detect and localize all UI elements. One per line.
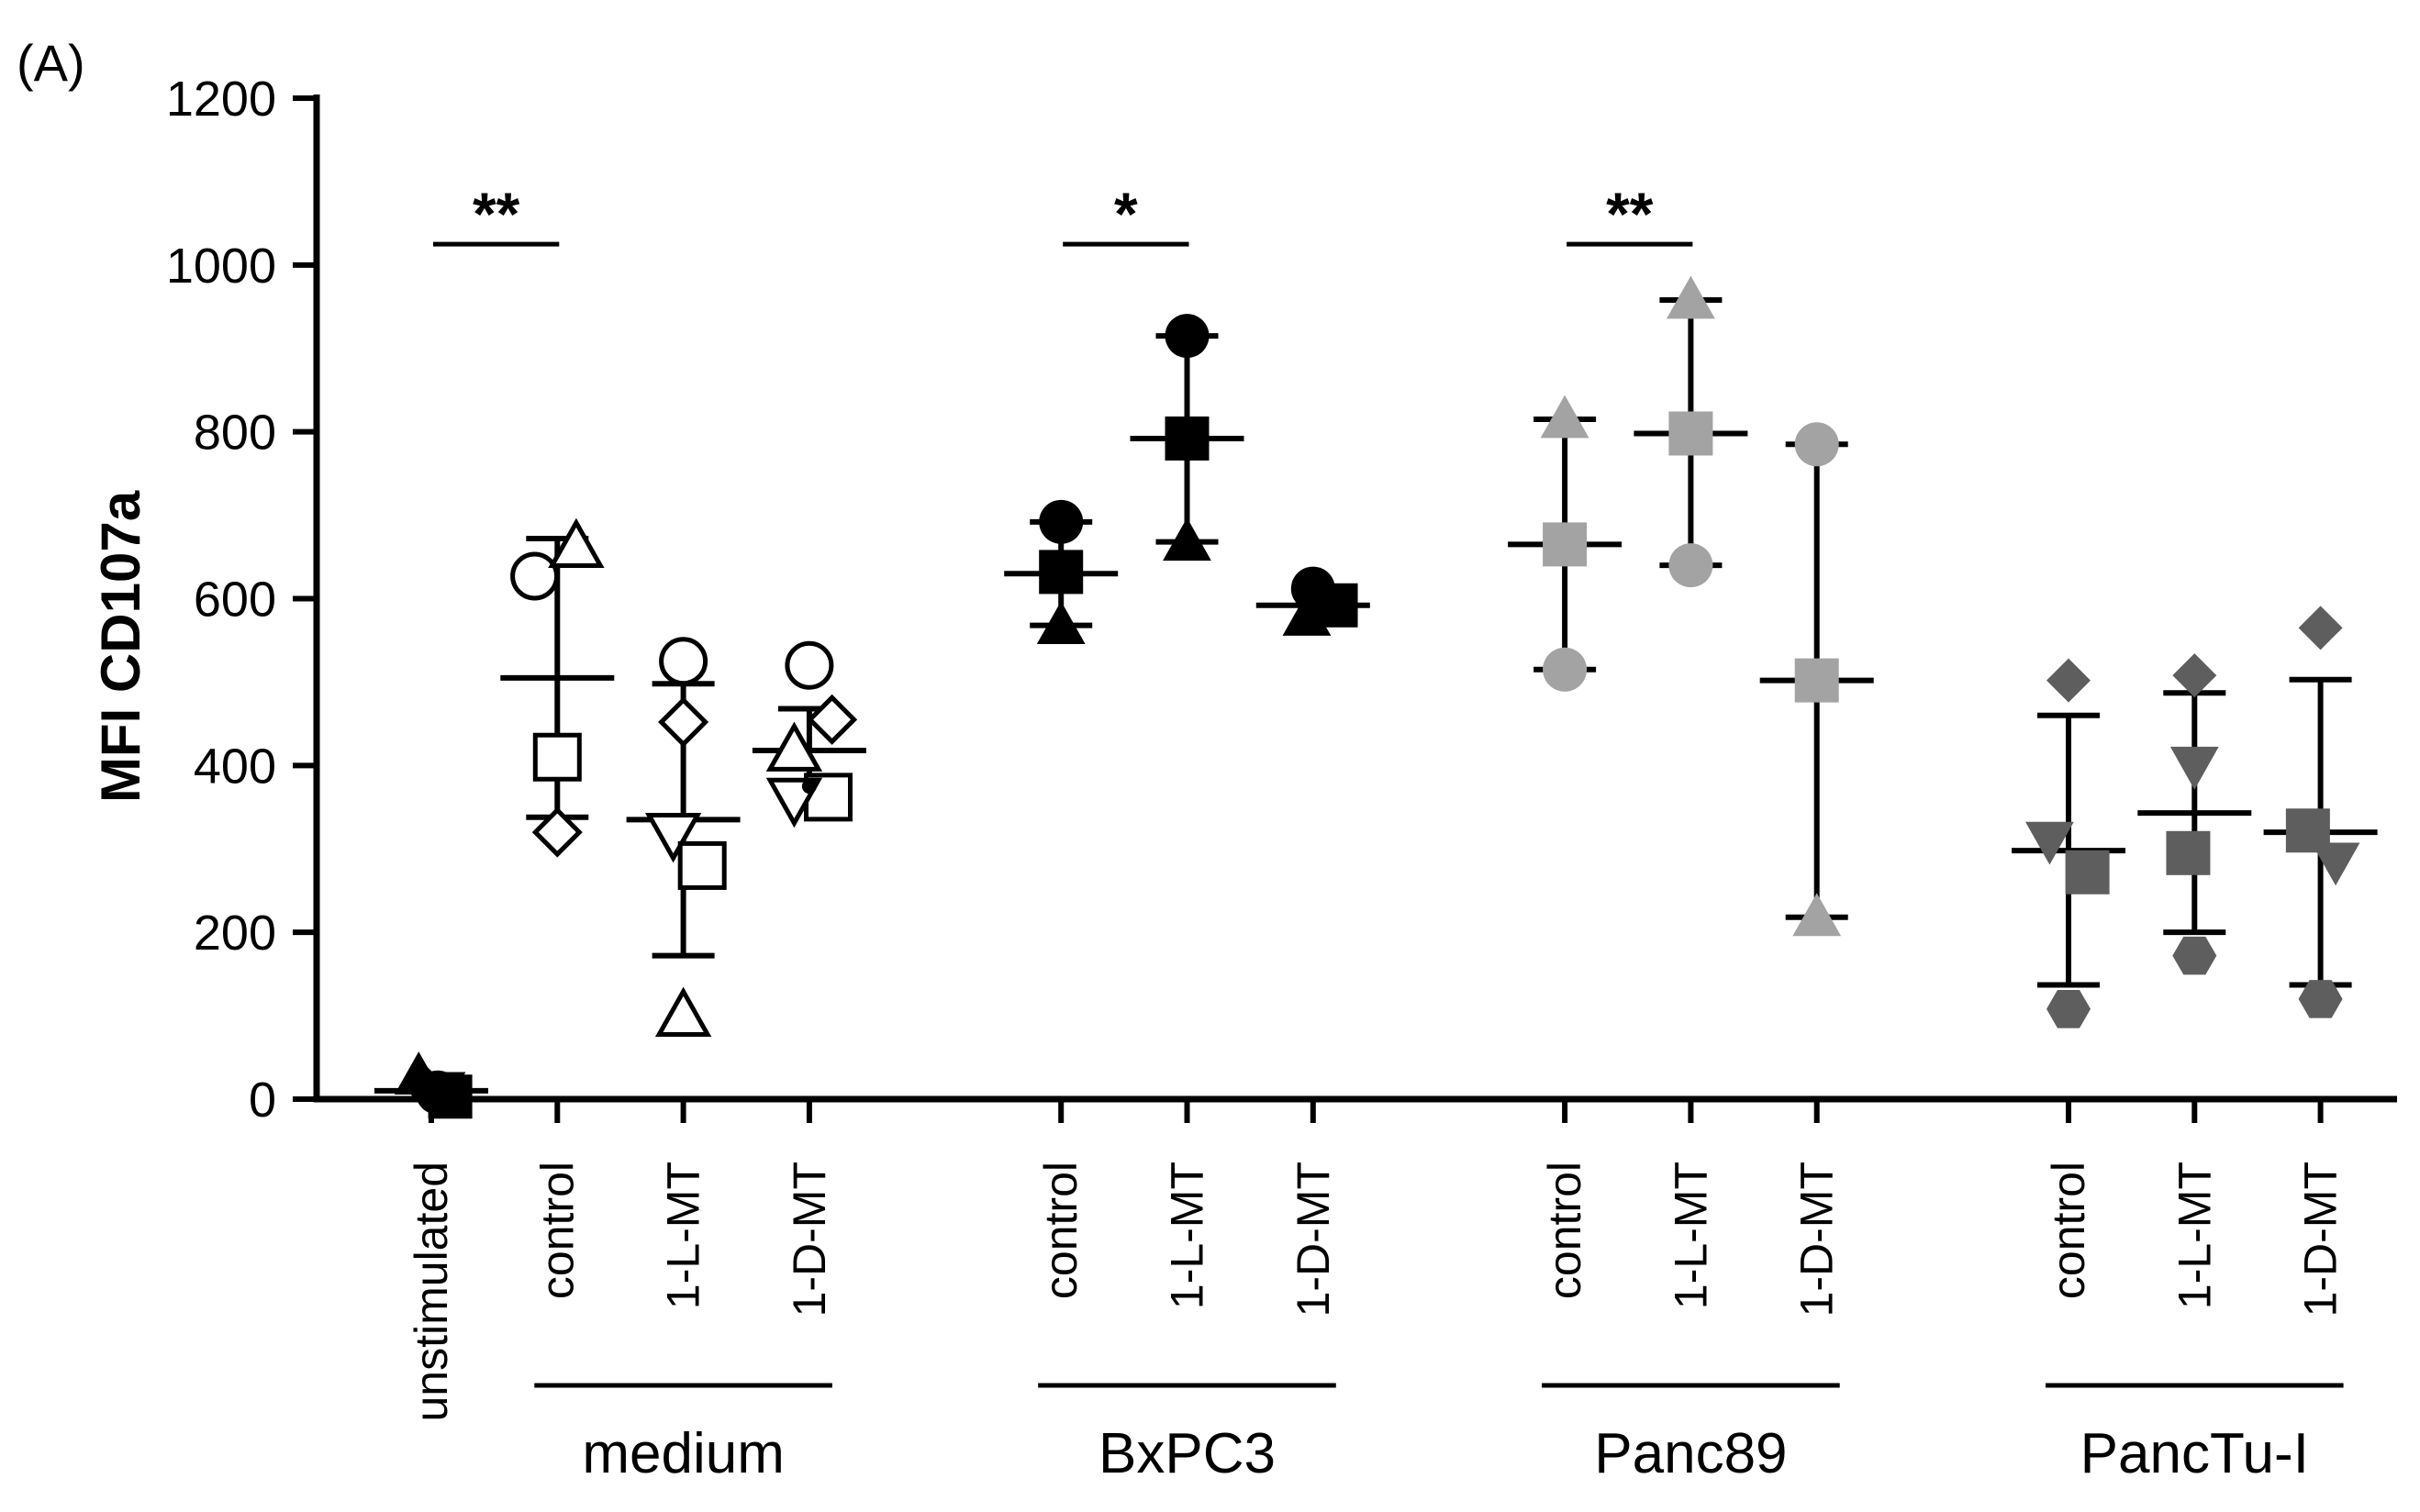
category-label: 1-L-MT (2169, 1162, 2220, 1309)
data-point-diamond (2172, 653, 2217, 698)
significance-annotations: ****** (433, 180, 1693, 248)
y-axis-label: MFI CD107a (90, 490, 151, 803)
data-point-hexagon (2298, 980, 2343, 1018)
y-tick-label: 400 (194, 739, 276, 794)
category-label: 1-L-MT (1665, 1162, 1716, 1309)
data-point-circle (1039, 499, 1084, 544)
significance-label: * (1114, 180, 1138, 248)
data-point-triangle (1667, 275, 1715, 319)
significance-label: ** (473, 180, 520, 248)
data-point-diamond (2298, 606, 2343, 650)
data-point-triangle-down (2169, 746, 2219, 790)
data-point-triangle (1282, 593, 1332, 636)
data-point-square (1165, 416, 1210, 461)
group-label: medium (582, 1422, 785, 1485)
data-point-square (2065, 850, 2110, 895)
data-point-dot (801, 779, 817, 795)
data-point-hexagon (2046, 990, 2091, 1028)
data-point-circle (1794, 422, 1839, 467)
category-label: 1-D-MT (2295, 1162, 2347, 1317)
data-point-square (1543, 522, 1588, 567)
data-point-hexagon (2172, 936, 2217, 975)
category-label: control (1539, 1162, 1590, 1299)
data-point-square (1668, 411, 1713, 456)
category-label: 1-D-MT (784, 1162, 835, 1317)
y-tick-label: 0 (249, 1073, 276, 1128)
data-point-diamond (531, 806, 583, 858)
data-point-triangle (1036, 601, 1086, 644)
data-point-triangle (548, 517, 605, 569)
data-point-triangle-down (644, 812, 702, 863)
group-label: PancTu-I (2080, 1422, 2309, 1485)
category-label: control (531, 1162, 583, 1299)
data-point-circle (1543, 647, 1588, 692)
data-point-triangle-down (417, 1072, 466, 1116)
y-tick-label: 1200 (166, 72, 276, 127)
data-point-diamond (807, 694, 858, 745)
y-tick-label: 800 (194, 406, 276, 461)
data-point-square (532, 732, 582, 782)
data-point-square (677, 840, 727, 890)
data-point-circle (659, 637, 708, 686)
data-point-circle (785, 640, 834, 690)
data-point-triangle (1540, 395, 1589, 439)
data-point-diamond (658, 696, 709, 748)
category-label: 1-D-MT (1791, 1162, 1843, 1317)
category-label: control (1035, 1162, 1087, 1299)
category-label: 1-D-MT (1288, 1162, 1339, 1317)
data-point-triangle (765, 721, 823, 772)
y-tick-label: 600 (194, 573, 276, 628)
data-point-triangle (1792, 893, 1842, 937)
y-tick-label: 200 (194, 906, 276, 961)
data-point-diamond (2046, 658, 2091, 703)
data-point-triangle (654, 986, 712, 1037)
axes: 0 200 400 600 800 1000 1200 (166, 72, 2397, 1128)
panel-label: (A) (17, 34, 85, 92)
data-points (394, 275, 2360, 1119)
data-point-triangle (1163, 517, 1211, 561)
group-label: Panc89 (1594, 1422, 1787, 1485)
category-label: 1-L-MT (1162, 1162, 1213, 1309)
y-tick-label: 1000 (166, 239, 276, 294)
data-point-triangle-down (2311, 842, 2360, 886)
error-bars (374, 297, 2378, 1094)
data-point-circle (510, 551, 560, 601)
category-label: unstimulated (406, 1162, 457, 1422)
data-point-square (1794, 658, 1839, 703)
data-point-triangle-down (2025, 821, 2074, 865)
data-point-square (1039, 550, 1084, 595)
data-point-circle (1668, 543, 1713, 588)
category-label: control (2043, 1162, 2094, 1299)
significance-label: ** (1606, 180, 1654, 248)
x-axis-labels: unstimulated control 1-L-MT 1-D-MT control 1-… (406, 1162, 2347, 1422)
category-label: 1-L-MT (658, 1162, 709, 1309)
data-point-square (2166, 830, 2211, 875)
group-label: BxPC3 (1098, 1422, 1276, 1485)
data-point-circle (1165, 314, 1210, 359)
